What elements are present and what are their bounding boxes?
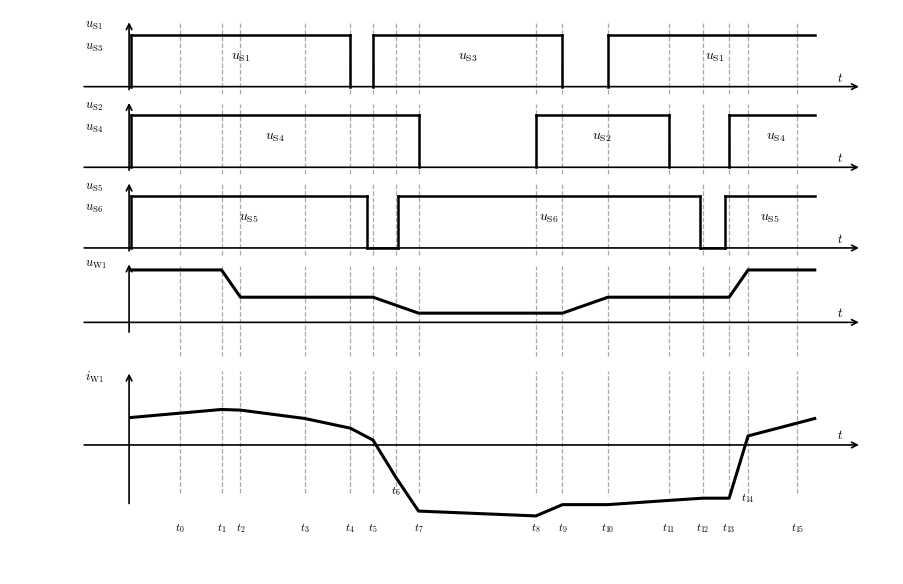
Text: $u_{\mathrm{W1}}$: $u_{\mathrm{W1}}$: [85, 258, 107, 271]
Text: $u_{\mathrm{S6}}$: $u_{\mathrm{S6}}$: [85, 202, 103, 215]
Text: $u_{\mathrm{S2}}$: $u_{\mathrm{S2}}$: [591, 130, 611, 144]
Text: $t_{10}$: $t_{10}$: [600, 522, 614, 534]
Text: $t$: $t$: [836, 72, 842, 85]
Text: $t_{14}$: $t_{14}$: [740, 492, 754, 505]
Text: $i_{\mathrm{W1}}$: $i_{\mathrm{W1}}$: [85, 370, 104, 385]
Text: $t_5$: $t_5$: [368, 522, 377, 534]
Text: $u_{\mathrm{S3}}$: $u_{\mathrm{S3}}$: [458, 50, 477, 64]
Text: $u_{\mathrm{S3}}$: $u_{\mathrm{S3}}$: [85, 41, 103, 54]
Text: $t_4$: $t_4$: [345, 522, 355, 534]
Text: $t_6$: $t_6$: [391, 485, 400, 498]
Text: $t_8$: $t_8$: [531, 522, 540, 534]
Text: $u_{\mathrm{S1}}$: $u_{\mathrm{S1}}$: [230, 50, 250, 64]
Text: $u_{\mathrm{S1}}$: $u_{\mathrm{S1}}$: [704, 50, 724, 64]
Text: $u_{\mathrm{S5}}$: $u_{\mathrm{S5}}$: [759, 211, 779, 225]
Text: $u_{\mathrm{S4}}$: $u_{\mathrm{S4}}$: [265, 130, 284, 144]
Text: $u_{\mathrm{S5}}$: $u_{\mathrm{S5}}$: [85, 181, 103, 194]
Text: $t_1$: $t_1$: [217, 522, 226, 534]
Text: $t$: $t$: [836, 429, 842, 442]
Text: $u_{\mathrm{S1}}$: $u_{\mathrm{S1}}$: [85, 19, 103, 33]
Text: $t_2$: $t_2$: [236, 522, 245, 534]
Text: $t_{13}$: $t_{13}$: [721, 522, 735, 534]
Text: $u_{\mathrm{S2}}$: $u_{\mathrm{S2}}$: [85, 100, 103, 113]
Text: $t_7$: $t_7$: [414, 522, 423, 534]
Text: $t$: $t$: [836, 152, 842, 165]
Text: $t_{11}$: $t_{11}$: [661, 522, 675, 534]
Text: $u_{\mathrm{S6}}$: $u_{\mathrm{S6}}$: [538, 211, 558, 225]
Text: $t$: $t$: [836, 233, 842, 246]
Text: $u_{\mathrm{S5}}$: $u_{\mathrm{S5}}$: [238, 211, 258, 225]
Text: $t_3$: $t_3$: [300, 522, 310, 534]
Text: $t_0$: $t_0$: [175, 522, 184, 534]
Text: $t_{15}$: $t_{15}$: [790, 522, 803, 534]
Text: $u_{\mathrm{S4}}$: $u_{\mathrm{S4}}$: [85, 121, 103, 135]
Text: $t$: $t$: [836, 307, 842, 320]
Text: $t_{12}$: $t_{12}$: [695, 522, 709, 534]
Text: $t_9$: $t_9$: [557, 522, 566, 534]
Text: $u_{\mathrm{S4}}$: $u_{\mathrm{S4}}$: [765, 130, 785, 144]
